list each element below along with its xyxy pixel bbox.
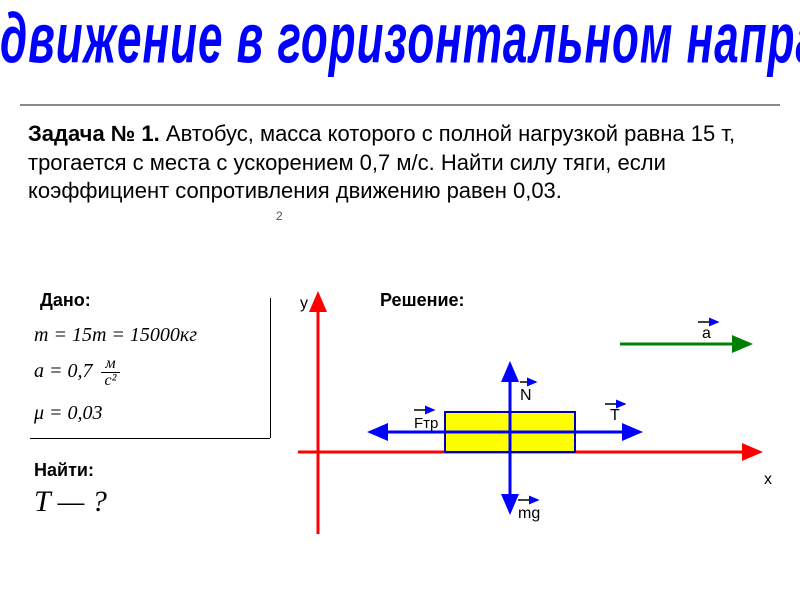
svg-text:mg: mg — [518, 505, 540, 522]
svg-text:y: y — [300, 295, 308, 312]
given-label: Дано: — [40, 290, 91, 311]
given-mass: m = 15т = 15000кг — [34, 324, 197, 347]
accel-den: с² — [101, 373, 121, 389]
title-underline — [20, 104, 780, 106]
stray-subscript: 2 — [276, 209, 283, 223]
find-label: Найти: — [34, 460, 94, 481]
svg-text:Fтр: Fтр — [414, 415, 438, 432]
given-divider-horizontal — [30, 438, 270, 439]
given-divider-vertical — [270, 298, 271, 438]
force-diagram: y x Nmg T Fтр a — [280, 284, 780, 564]
problem-label: Задача № 1. — [28, 121, 160, 146]
given-mu: μ = 0,03 — [34, 402, 103, 425]
page-title: движение в горизонтальном направлении — [0, 0, 800, 80]
svg-text:N: N — [520, 387, 532, 404]
find-expression: T — ? — [34, 485, 107, 519]
accel-prefix: a = 0,7 — [34, 360, 93, 382]
svg-text:x: x — [764, 471, 772, 488]
svg-text:T: T — [610, 407, 620, 424]
problem-statement: Задача № 1. Автобус, масса которого с по… — [28, 120, 772, 206]
accel-fraction: м с² — [101, 356, 121, 389]
solution-area: Дано: m = 15т = 15000кг a = 0,7 м с² μ =… — [0, 290, 800, 600]
given-accel: a = 0,7 м с² — [34, 356, 120, 389]
accel-num: м — [101, 356, 121, 373]
svg-text:a: a — [702, 325, 711, 342]
